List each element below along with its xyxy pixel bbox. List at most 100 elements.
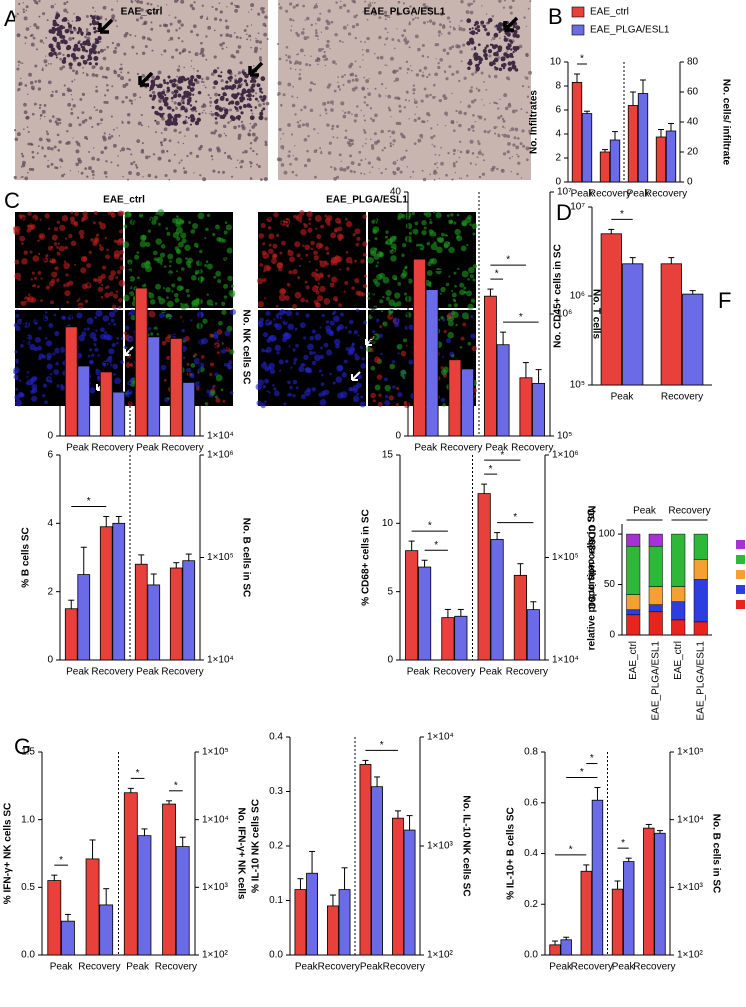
nucleus [474,27,478,31]
signal [16,309,19,312]
nucleus [385,37,388,41]
signal [401,253,405,257]
nucleus [202,177,207,182]
nucleus [470,124,475,129]
nucleus [327,9,331,13]
signal [292,348,296,352]
signal [68,233,73,239]
nucleus [287,55,291,59]
nucleus [322,55,325,59]
nucleus [111,41,115,45]
nucleus [175,28,178,32]
signal [204,263,208,267]
nucleus [417,16,420,19]
nucleus [217,93,221,97]
tick-label: 8 [555,81,561,92]
signal [167,334,172,339]
signal [47,227,51,231]
signal [151,219,157,225]
nucleus [523,16,526,19]
nucleus [520,177,523,179]
nucleus [440,161,444,166]
nucleus [444,124,447,127]
nucleus [371,166,374,169]
signal [229,349,235,355]
nucleus [383,10,388,15]
signal [215,270,222,277]
signal [320,382,325,387]
nucleus [117,73,121,78]
nucleus [525,76,529,80]
group-label: Peak [633,506,657,517]
nucleus [362,10,364,13]
signal [362,283,368,289]
signal [20,299,27,306]
nucleus [458,79,461,83]
signal [190,229,196,234]
signal [390,255,397,262]
stack-segment [671,533,686,587]
signal [172,232,179,239]
bar [581,113,593,183]
x-tick-label: EAE_PLGA/ESL1 [650,641,661,721]
nucleus [43,154,47,158]
nucleus [213,69,218,74]
signal [367,292,371,296]
signal [224,221,228,224]
signal [149,298,156,305]
nucleus [215,98,219,102]
nucleus [35,48,38,51]
tick-label: 0 [555,177,561,188]
tick-label: 1×10² [427,950,454,961]
nucleus [92,177,94,180]
nucleus [398,121,402,126]
nucleus [95,109,97,111]
nucleus [233,125,237,130]
nucleus [389,135,392,138]
nucleus [451,45,455,49]
signal [429,220,433,225]
nucleus [408,22,411,26]
nucleus [480,20,485,25]
bar [461,368,475,437]
bar [560,939,572,956]
signal [443,329,447,334]
tick-label: 10⁵ [557,431,572,442]
signal [123,216,127,219]
nucleus [456,121,458,123]
nucleus [289,67,292,70]
nucleus [248,34,252,38]
nucleus [410,69,413,72]
nucleus [116,127,118,129]
stack-segment [626,614,641,636]
nucleus [59,66,63,71]
signal [105,254,111,260]
nucleus [319,147,322,150]
nucleus [43,103,47,107]
nucleus [175,107,178,110]
tick-label: 20 [390,309,402,320]
signal [110,212,116,218]
x-tick-label: EAE_PLGA/ESL1 [695,641,706,721]
nucleus [384,18,387,21]
nucleus [171,100,174,103]
nucleus [320,151,323,155]
nucleus [354,113,358,118]
nucleus [255,39,259,44]
signal [77,302,84,309]
signal [133,330,136,333]
nucleus [482,24,486,29]
signal [451,292,457,298]
nucleus [360,172,363,175]
nucleus [251,125,255,129]
nucleus [335,124,340,128]
nucleus [429,93,432,97]
micrograph-label: EAE_PLGA/ESL1 [364,7,446,18]
nucleus [62,26,65,29]
significance-label: * [76,296,80,307]
nucleus [521,85,525,88]
signal [198,362,205,369]
y2-axis-label: No. T cells [590,289,601,339]
nucleus [335,1,338,4]
signal [274,344,282,352]
